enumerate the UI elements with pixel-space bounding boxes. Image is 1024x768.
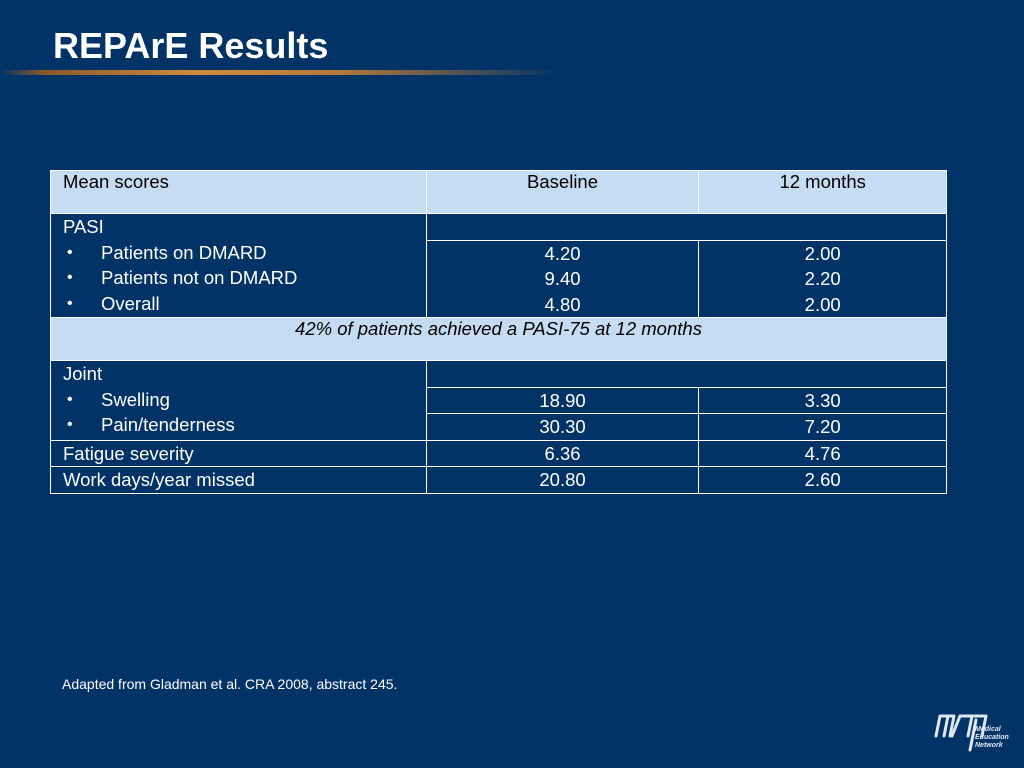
joint-title-row: Joint Swelling Pain/tenderness [50, 360, 948, 441]
logo-line: Medical [975, 726, 1001, 733]
table-cell: 20.80 [425, 466, 700, 494]
joint-label: Joint [63, 363, 103, 384]
table-row: Fatigue severity 6.36 4.76 [50, 439, 947, 467]
table-cell: 2.60 [698, 466, 947, 494]
pasi-75-note: 42% of patients achieved a PASI-75 at 12… [50, 317, 947, 361]
pasi-label: PASI [63, 216, 104, 237]
table-cell: 2.00 [804, 242, 841, 264]
joint-spacer-cell [425, 360, 948, 388]
logo-wordmark: Medical Education Network [975, 726, 1009, 750]
title-underline [0, 70, 560, 75]
table-cell: 2.00 [804, 293, 841, 315]
list-item: Patients on DMARD [63, 240, 414, 266]
table-row: Work days/year missed 20.80 2.60 [50, 466, 947, 494]
pasi-label-cell: PASI Patients on DMARD Patients not on D… [50, 213, 427, 318]
results-table: Mean scores Baseline 12 months PASI Pati… [50, 170, 948, 494]
table-cell: 4.20 [544, 242, 581, 264]
source-footnote: Adapted from Gladman et al. CRA 2008, ab… [62, 676, 398, 692]
list-item: Overall [63, 291, 414, 317]
table-cell: 3.30 [698, 386, 947, 414]
joint-label-cell: Joint Swelling Pain/tenderness [50, 360, 427, 441]
table-header-row: Mean scores Baseline 12 months [50, 170, 947, 214]
table-row: 30.30 7.20 [51, 413, 947, 441]
list-item: Pain/tenderness [63, 412, 414, 438]
pasi-title-row: PASI Patients on DMARD Patients not on D… [50, 213, 948, 318]
list-item: Patients not on DMARD [63, 265, 414, 291]
header-baseline: Baseline [425, 170, 700, 214]
pasi-75-band-row: 42% of patients achieved a PASI-75 at 12… [50, 317, 947, 361]
logo-line: Network [975, 742, 1003, 749]
list-item: Swelling [63, 387, 414, 413]
mcn-logo-icon [934, 714, 988, 752]
table-cell: 30.30 [425, 413, 700, 441]
pasi-values-row: 4.20 9.40 4.80 2.00 2.20 2.00 [51, 239, 947, 318]
pasi-12-months-cell: 2.00 2.20 2.00 [698, 239, 947, 318]
table-cell: 6.36 [425, 439, 700, 467]
header-12-months: 12 months [698, 170, 947, 214]
table-cell: 2.20 [804, 268, 841, 289]
table-cell: 18.90 [425, 386, 700, 414]
table-row: 18.90 3.30 [51, 386, 947, 414]
row-label: Fatigue severity [50, 439, 427, 467]
table-cell: 9.40 [544, 268, 581, 289]
header-mean-scores: Mean scores [50, 170, 427, 214]
pasi-baseline-cell: 4.20 9.40 4.80 [425, 239, 700, 318]
slide-title: REPArE Results [53, 25, 329, 66]
row-label: Work days/year missed [50, 466, 427, 494]
table-cell: 4.80 [544, 293, 581, 315]
table-cell: 7.20 [698, 413, 947, 441]
table-cell: 4.76 [698, 439, 947, 467]
pasi-spacer-cell [425, 213, 948, 241]
logo-line: Education [975, 734, 1009, 741]
